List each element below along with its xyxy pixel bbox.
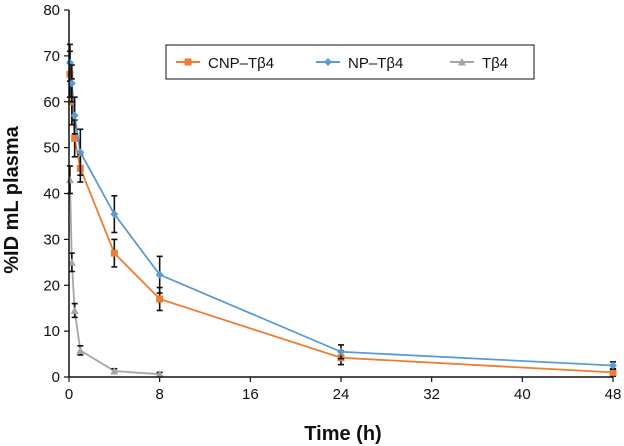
data-point: [65, 175, 74, 184]
x-tick-label: 48: [605, 386, 622, 403]
data-point: [609, 368, 617, 376]
data-point: [156, 295, 164, 303]
data-point: [67, 258, 76, 266]
y-tick-label: 60: [43, 94, 60, 111]
legend: CNP–Tβ4 NP–Tβ4 Tβ4: [165, 44, 535, 80]
y-tick-label: 30: [43, 231, 60, 248]
x-tick-label: 32: [423, 386, 440, 403]
y-tick-label: 70: [43, 48, 60, 65]
data-point: [76, 148, 85, 157]
y-tick-label: 0: [52, 369, 60, 386]
x-axis-ticks: 0 8 16 24 32 40 48: [65, 377, 622, 403]
y-axis-title: %ID mL plasma: [1, 125, 23, 273]
legend-label: CNP–Tβ4: [208, 55, 274, 72]
series-line: [69, 74, 614, 374]
legend-marker: [458, 58, 466, 66]
data-point: [67, 79, 76, 88]
data-point: [110, 367, 119, 375]
x-tick-label: 40: [514, 386, 531, 403]
data-point: [110, 210, 119, 219]
y-tick-label: 10: [43, 323, 60, 340]
series-layer: [65, 43, 617, 378]
legend-label: Tβ4: [482, 55, 508, 72]
data-point: [155, 270, 164, 279]
data-point: [70, 111, 79, 120]
x-tick-label: 8: [155, 386, 163, 403]
data-point: [76, 346, 85, 354]
legend-marker: [324, 58, 332, 66]
y-tick-label: 20: [43, 277, 60, 294]
legend-label: NP–Tβ4: [348, 55, 403, 72]
series-line: [69, 62, 614, 367]
data-point: [110, 249, 118, 257]
data-point: [609, 361, 617, 370]
data-point: [71, 134, 79, 142]
y-tick-label: 50: [43, 140, 60, 157]
y-tick-label: 80: [43, 2, 60, 19]
data-point: [337, 347, 345, 356]
x-tick-label: 0: [65, 386, 73, 403]
series-2: [65, 165, 164, 378]
x-tick-label: 16: [242, 386, 259, 403]
x-tick-label: 24: [333, 386, 350, 403]
legend-marker: [184, 58, 192, 66]
y-axis-ticks: 0 10 20 30 40 50 60 70 80: [43, 2, 69, 386]
series-line: [69, 179, 160, 376]
series-0: [66, 50, 617, 377]
series-1: [65, 43, 617, 371]
x-axis-title: Time (h): [304, 423, 381, 445]
data-point: [70, 306, 79, 314]
data-point: [155, 370, 164, 378]
y-tick-label: 40: [43, 186, 60, 203]
